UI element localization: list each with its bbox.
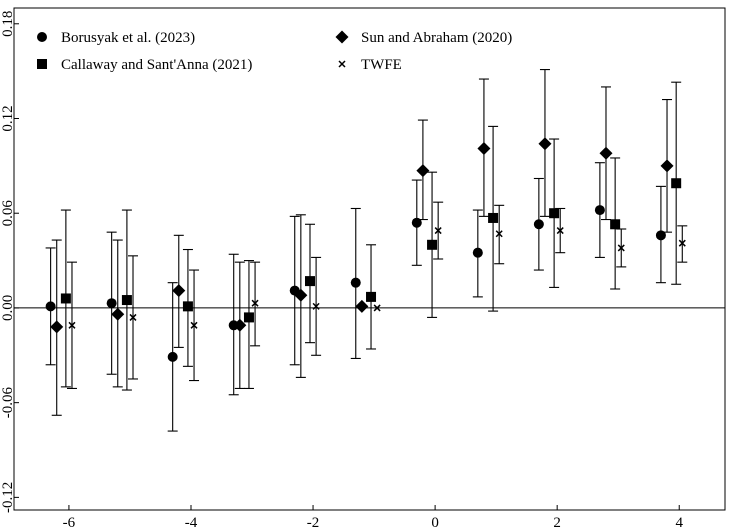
series-circle <box>45 162 666 432</box>
point-marker-x-stroke-b <box>68 321 76 329</box>
point-marker-diamond <box>477 141 491 155</box>
x-tick-label: 2 <box>553 515 561 529</box>
point-marker-square <box>549 208 560 219</box>
legend-marker-diamond <box>335 30 349 44</box>
point-marker-x <box>68 321 76 329</box>
point-marker-square <box>427 239 438 250</box>
x-tick-label: 4 <box>675 515 683 529</box>
point-marker-circle <box>167 351 178 362</box>
point-marker-x-stroke-b <box>251 299 259 307</box>
point-marker-x-stroke-b <box>312 302 320 310</box>
point-marker-diamond <box>416 164 430 178</box>
point-marker-circle <box>655 230 666 241</box>
point-marker-x-stroke-b <box>373 304 381 312</box>
point-marker-diamond <box>50 320 64 334</box>
y-tick-label: 0.12 <box>0 105 16 131</box>
point-marker-x-stroke-b <box>190 321 198 329</box>
point-marker-square <box>671 178 682 189</box>
point-marker-x <box>190 321 198 329</box>
legend-marker-x-stroke-b <box>338 60 346 68</box>
point-marker-square <box>488 212 499 223</box>
point-marker-circle <box>533 219 544 230</box>
y-tick-label: -0.06 <box>0 387 16 419</box>
legend: Borusyak et al. (2023) Sun and Abraham (2… <box>37 30 512 73</box>
legend-label: Callaway and Sant'Anna (2021) <box>61 57 252 73</box>
point-marker-circle <box>472 247 483 258</box>
point-marker-x-stroke-b <box>129 313 137 321</box>
point-marker-x-stroke-b <box>678 239 686 247</box>
point-marker-square <box>366 291 377 302</box>
y-axis: -0.12 -0.06 0.00 0.06 0.12 0.18 <box>0 11 19 513</box>
point-marker-x <box>129 313 137 321</box>
legend-marker-x <box>338 60 346 68</box>
series-square <box>60 81 682 391</box>
x-axis: -6 -4 -2 0 2 4 <box>63 505 683 529</box>
point-marker-circle <box>45 301 56 312</box>
point-marker-circle <box>594 205 605 216</box>
point-marker-square <box>243 312 254 323</box>
point-marker-square <box>60 293 71 304</box>
point-marker-x <box>556 227 564 235</box>
point-marker-diamond <box>172 284 186 298</box>
point-marker-diamond <box>111 307 125 321</box>
point-marker-diamond <box>355 299 369 313</box>
plot-frame <box>13 7 726 511</box>
legend-marker-square <box>37 59 47 69</box>
x-tick-label: -4 <box>185 515 198 529</box>
point-marker-diamond <box>538 137 552 151</box>
series-x <box>66 201 688 389</box>
legend-marker-circle <box>37 32 47 42</box>
point-marker-x <box>373 304 381 312</box>
x-tick-label: 0 <box>431 515 439 529</box>
point-marker-circle <box>106 298 117 309</box>
point-marker-x <box>495 230 503 238</box>
point-marker-x-stroke-b <box>434 227 442 235</box>
point-marker-x <box>312 302 320 310</box>
point-marker-x <box>251 299 259 307</box>
series-diamond <box>50 69 674 416</box>
point-marker-square <box>610 219 621 230</box>
point-marker-x <box>434 227 442 235</box>
series-layer <box>45 69 688 432</box>
point-marker-x-stroke-b <box>495 230 503 238</box>
point-marker-circle <box>350 277 361 288</box>
y-tick-label: -0.12 <box>0 482 16 513</box>
legend-label: Sun and Abraham (2020) <box>361 30 512 46</box>
point-marker-x <box>617 244 625 252</box>
point-marker-circle <box>411 217 422 228</box>
point-marker-square <box>304 276 315 287</box>
point-marker-diamond <box>294 288 308 302</box>
point-marker-diamond <box>660 159 674 173</box>
point-marker-square <box>121 295 132 306</box>
point-marker-diamond <box>599 146 613 160</box>
point-marker-x-stroke-b <box>617 244 625 252</box>
point-marker-x-stroke-b <box>556 227 564 235</box>
legend-label: TWFE <box>361 57 402 73</box>
point-marker-diamond <box>233 318 247 332</box>
point-marker-square <box>182 301 193 312</box>
point-marker-x <box>678 239 686 247</box>
y-tick-label: 0.00 <box>0 295 16 321</box>
x-tick-label: -6 <box>63 515 76 529</box>
legend-label: Borusyak et al. (2023) <box>61 30 195 46</box>
y-tick-label: 0.18 <box>0 11 16 37</box>
x-tick-label: -2 <box>307 515 320 529</box>
y-tick-label: 0.06 <box>0 200 16 227</box>
